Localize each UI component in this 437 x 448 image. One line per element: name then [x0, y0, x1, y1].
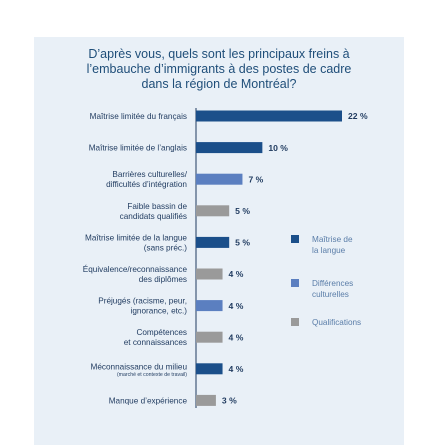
- chart-title-line: D’après vous, quels sont les principaux …: [88, 47, 349, 61]
- value-label: 4 %: [229, 332, 244, 342]
- value-label: 4 %: [229, 269, 244, 279]
- bar: [196, 300, 223, 312]
- bar: [196, 268, 223, 280]
- category-label: Méconnaissance du milieu: [91, 362, 188, 371]
- legend-label: Qualifications: [312, 318, 361, 327]
- category-label: Compétences: [136, 328, 187, 337]
- value-label: 7 %: [248, 174, 263, 184]
- category-label: Faible bassin de: [127, 202, 187, 211]
- legend-label: Maîtrise de: [312, 235, 353, 244]
- category-label: Barrières culturelles/: [112, 170, 187, 179]
- value-label: 4 %: [229, 364, 244, 374]
- chart-title-line: dans la région de Montréal?: [142, 77, 297, 91]
- category-label: Manque d’expérience: [109, 396, 188, 405]
- bar: [196, 394, 216, 406]
- category-label: et connaissances: [124, 338, 187, 347]
- legend-swatch: [291, 235, 299, 243]
- category-label: des diplômes: [139, 275, 187, 284]
- category-label: Préjugés (racisme, peur,: [98, 297, 187, 306]
- legend-label: culturelles: [312, 290, 349, 299]
- category-sublabel: (marché et contexte de travail): [117, 372, 187, 378]
- bar: [196, 363, 223, 375]
- bar: [196, 142, 263, 154]
- legend-swatch: [291, 318, 299, 326]
- category-label: Maîtrise limitée de la langue: [85, 233, 187, 242]
- value-label: 3 %: [222, 396, 237, 406]
- category-label: Maîtrise limitée du français: [90, 112, 187, 121]
- value-label: 5 %: [235, 238, 250, 248]
- value-label: 4 %: [229, 301, 244, 311]
- bar: [196, 205, 230, 217]
- value-labels: 22 % 10 % 7 % 5 % 5 % 4 % 4 % 4 % 4 % 3 %: [222, 111, 368, 405]
- category-label: candidats qualifiés: [120, 212, 187, 221]
- value-label: 10 %: [268, 143, 288, 153]
- category-labels: Maîtrise limitée du français Maîtrise lim…: [83, 112, 188, 405]
- legend-label: Différences: [312, 279, 353, 288]
- bar: [196, 236, 230, 248]
- legend-swatch: [291, 279, 299, 287]
- bar: [196, 173, 243, 185]
- category-label: difficultés d’intégration: [106, 180, 187, 189]
- category-label: Équivalence/reconnaissance: [83, 264, 188, 274]
- bar: [196, 110, 342, 122]
- chart-title-line: l’embauche d’immigrants à des postes de …: [87, 62, 352, 76]
- legend-label: la langue: [312, 246, 346, 255]
- category-label: ignorance, etc.): [131, 307, 188, 316]
- value-label: 5 %: [235, 206, 250, 216]
- bars: [196, 110, 342, 406]
- legend: Maîtrise de la langue Différences culturell…: [291, 235, 361, 327]
- bar: [196, 331, 223, 343]
- category-label: Maîtrise limitée de l’anglais: [89, 144, 187, 153]
- chart-title: D’après vous, quels sont les principaux …: [87, 47, 352, 91]
- value-label: 22 %: [348, 111, 368, 121]
- category-label: (sans préc.): [144, 243, 187, 252]
